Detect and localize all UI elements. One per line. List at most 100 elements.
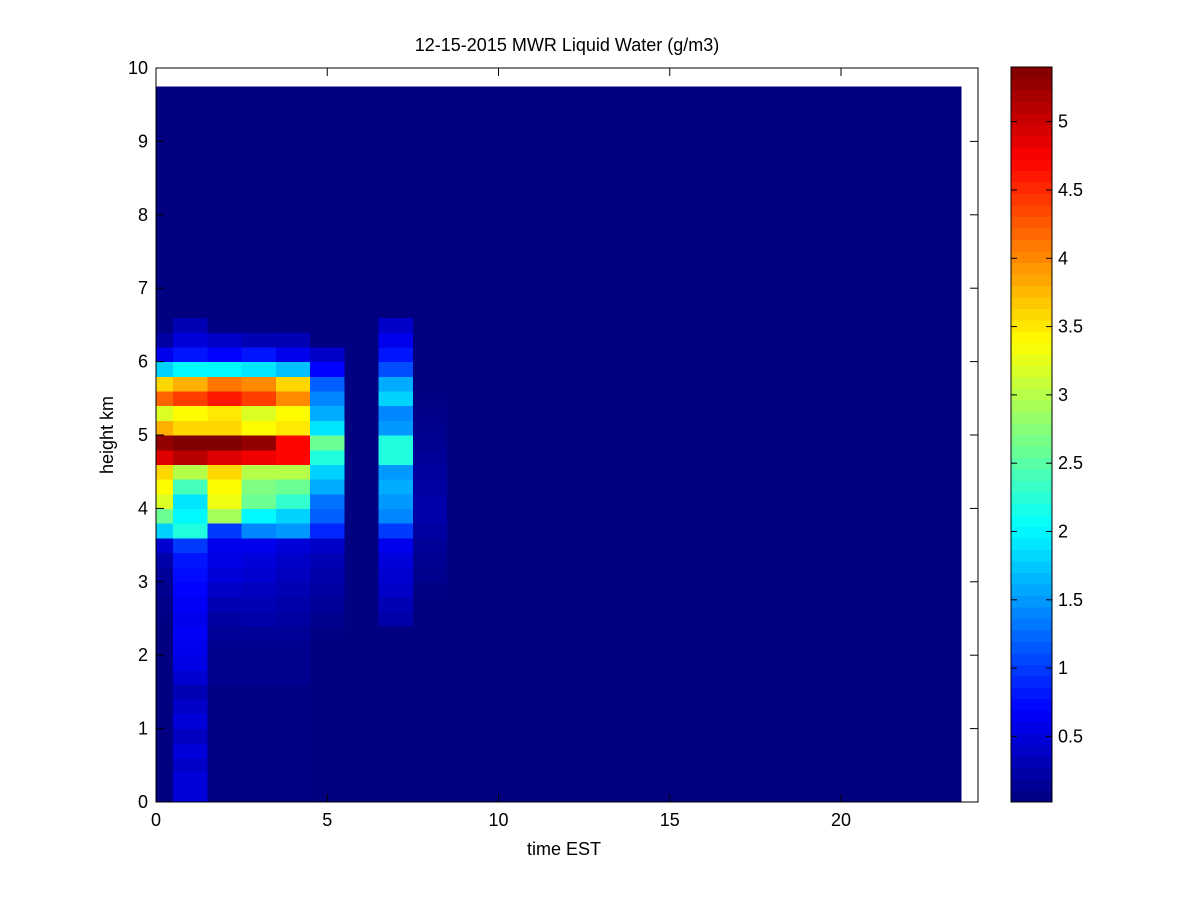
heatmap-cell: [412, 772, 448, 788]
heatmap-cell: [241, 435, 277, 451]
heatmap-cell: [275, 787, 311, 803]
heatmap-cell: [173, 611, 208, 627]
colorbar-segment: [1011, 526, 1052, 539]
heatmap-cell: [207, 361, 243, 377]
heatmap-cell: [275, 596, 311, 612]
heatmap-cell: [156, 346, 174, 363]
heatmap-cell: [412, 317, 448, 333]
colorbar-segment: [1011, 457, 1052, 470]
heatmap-cell: [447, 361, 962, 377]
colorbar-segment: [1011, 491, 1052, 505]
colorbar-segment: [1011, 308, 1052, 321]
heatmap-cell: [241, 787, 277, 803]
colorbar-segment: [1011, 629, 1052, 642]
colorbar-tick-label: 2: [1058, 521, 1068, 541]
colorbar-tick-label: 0.5: [1058, 726, 1083, 746]
heatmap-cell: [412, 596, 448, 612]
heatmap-cell: [344, 361, 380, 377]
heatmap-cell: [275, 655, 311, 671]
heatmap-cell: [344, 288, 380, 304]
heatmap-cell: [173, 713, 208, 730]
heatmap-cell: [207, 537, 243, 554]
heatmap-cell: [275, 743, 311, 759]
x-axis: 0 5 10 15 20: [151, 68, 851, 830]
heatmap-cell: [378, 523, 414, 539]
heatmap-cell: [447, 743, 962, 759]
heatmap-cell: [447, 640, 962, 656]
heatmap-cell: [310, 376, 345, 392]
heatmap-cell: [344, 581, 380, 598]
x-tick-label: 5: [322, 810, 332, 830]
heatmap-cell: [207, 552, 243, 568]
heatmap-cell: [344, 611, 380, 627]
heatmap-cell: [378, 493, 414, 509]
heatmap-cell: [447, 611, 962, 627]
heatmap-cell: [156, 713, 174, 730]
heatmap-cell: [344, 757, 380, 774]
heatmap-cell: [378, 86, 414, 289]
heatmap-cell: [275, 669, 311, 686]
heatmap-cell: [412, 713, 448, 730]
y-tick-label: 8: [138, 205, 148, 225]
heatmap-cell: [207, 772, 243, 788]
heatmap-cell: [378, 772, 414, 788]
heatmap-cell: [275, 449, 311, 465]
heatmap-cell: [412, 288, 448, 304]
heatmap-cell: [275, 772, 311, 788]
heatmap-cell: [241, 420, 277, 436]
colorbar-segment: [1011, 779, 1052, 792]
heatmap-cell: [275, 435, 311, 451]
heatmap-cell: [275, 552, 311, 568]
heatmap-cell: [207, 640, 243, 656]
heatmap-cell: [156, 772, 174, 788]
heatmap-cell: [344, 302, 380, 319]
heatmap-cell: [310, 449, 345, 465]
heatmap-cell: [275, 508, 311, 524]
heatmap-cell: [275, 332, 311, 348]
heatmap-cell: [447, 713, 962, 730]
heatmap-cell: [310, 317, 345, 333]
heatmap-cell: [447, 567, 962, 583]
heatmap-cell: [447, 479, 962, 495]
colorbar-segment: [1011, 434, 1052, 447]
heatmap-cell: [447, 669, 962, 686]
heatmap-cell: [310, 346, 345, 363]
heatmap-cell: [156, 640, 174, 656]
heatmap-cell: [378, 787, 414, 803]
heatmap-cell: [173, 537, 208, 554]
colorbar-segment: [1011, 572, 1052, 585]
colorbar-segment: [1011, 388, 1052, 401]
heatmap-cell: [310, 728, 345, 744]
colorbar-segment: [1011, 675, 1052, 688]
colorbar-segment: [1011, 101, 1052, 114]
heatmap-cell: [378, 332, 414, 348]
heatmap-cell: [173, 332, 208, 348]
heatmap-cell: [310, 772, 345, 788]
heatmap-cell: [344, 625, 380, 642]
heatmap-cell: [344, 640, 380, 656]
heatmap-cell: [447, 405, 962, 421]
heatmap-cell: [241, 581, 277, 598]
heatmap-cell: [207, 655, 243, 671]
colorbar-tick-label: 1: [1058, 658, 1068, 678]
heatmap-cell: [310, 699, 345, 715]
heatmap-cell: [378, 302, 414, 319]
heatmap-cell: [447, 508, 962, 524]
x-axis-label: time EST: [527, 839, 601, 859]
heatmap-cell: [207, 479, 243, 495]
heatmap-cell: [412, 302, 448, 319]
heatmap-cell: [173, 625, 208, 642]
heatmap-cell: [310, 567, 345, 583]
heatmap-cell: [412, 655, 448, 671]
heatmap-cell: [447, 684, 962, 700]
heatmap-cell: [156, 302, 174, 319]
heatmap-cell: [156, 493, 174, 509]
y-tick-label: 5: [138, 425, 148, 445]
heatmap-cell: [378, 625, 414, 642]
heatmap-cell: [378, 757, 414, 774]
colorbar-segment: [1011, 583, 1052, 596]
heatmap-cell: [275, 757, 311, 774]
heatmap-cell: [344, 435, 380, 451]
colorbar-segment: [1011, 342, 1052, 355]
colorbar-segment: [1011, 790, 1052, 803]
